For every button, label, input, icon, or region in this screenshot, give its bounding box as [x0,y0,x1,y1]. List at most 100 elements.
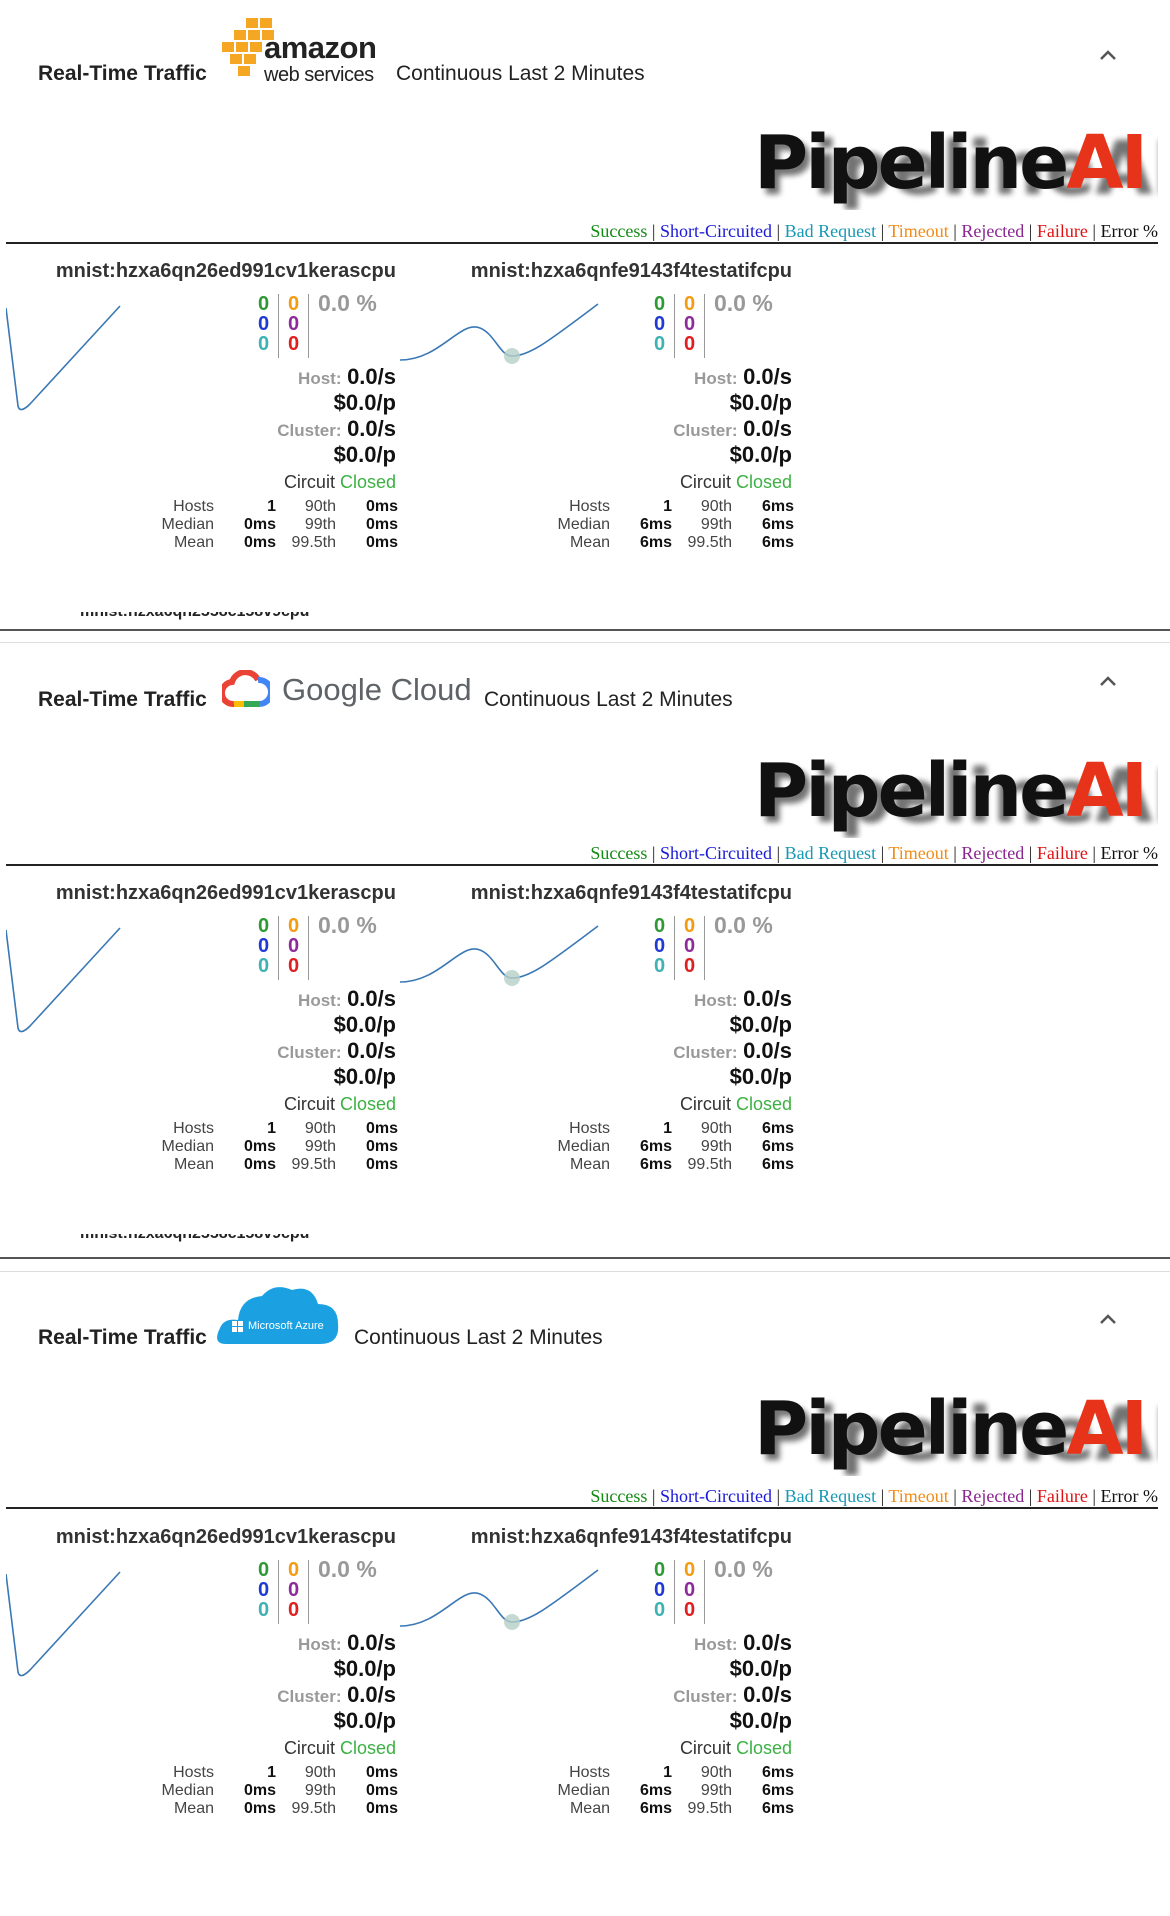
timeout-count: 0 [684,915,696,937]
circuit-status: Circuit Closed [283,1738,396,1758]
legend-timeout: Timeout [888,1486,949,1506]
sparkline-dot [504,348,520,364]
divider [6,242,1158,244]
success-count: 0 [654,1559,666,1581]
collapse-button[interactable] [1094,1308,1122,1330]
circuit-card: mnist:hzxa6qnfe9143f4testatifcpu 0 0 0 0… [400,882,832,1272]
error-percentage: 0.0 % [714,1556,773,1582]
latency-stats: Hosts 1 90th 0ms Median 0ms 99th 0ms Mea… [161,498,398,551]
panel-separator [0,1257,1170,1259]
counts-col-1: 0 0 0 [258,916,269,976]
collapse-button[interactable] [1094,670,1122,692]
circuit-status: Circuit Closed [283,1094,396,1114]
counts-col-1: 0 0 0 [654,294,665,354]
panel-title: Real-Time Traffic [38,1326,207,1349]
legend-rejected: Rejected [961,1486,1025,1506]
counts-col-1: 0 0 0 [654,1560,665,1620]
failure-count: 0 [288,1599,300,1621]
circuit-status: Circuit Closed [679,1738,792,1758]
counts-col-2: 0 0 0 [684,294,695,354]
counts-divider [278,294,279,358]
success-count: 0 [258,293,270,315]
host-price: $0.0/p [333,1012,396,1037]
pipelineai-logo: PipelineAIPipelineAI [744,738,1170,840]
google-cloud-text: Google Cloud [282,672,472,707]
circuit-status: Circuit Closed [679,472,792,492]
aws-logo: amazon web services [216,16,386,86]
svg-text:PipelineAI: PipelineAI [759,1392,1158,1476]
host-rate: Host: 0.0/s [694,364,792,389]
panel-separator-light [0,1271,1170,1272]
counts-divider [674,1560,675,1624]
short-circuited-count: 0 [654,1579,666,1601]
success-count: 0 [654,293,666,315]
circuit-state: Closed [735,472,792,492]
legend-failure: Failure [1036,1486,1088,1506]
bad-request-count: 0 [258,955,270,977]
svg-text:PipelineAI: PipelineAI [754,748,1145,834]
host-price: $0.0/p [333,390,396,415]
panel-title: Real-Time Traffic [38,688,207,711]
panel-separator-light [0,642,1170,643]
circuit-status: Circuit Closed [679,1094,792,1114]
bad-request-count: 0 [654,333,666,355]
svg-text:PipelineAI: PipelineAI [754,1386,1145,1472]
pipelineai-wordmark: PipelineAIPipelineAI [754,120,1170,212]
error-percentage: 0.0 % [714,290,773,316]
panel-separator [0,629,1170,631]
pipelineai-wordmark: PipelineAIPipelineAI [754,1386,1170,1478]
svg-text:PipelineAI: PipelineAI [759,754,1158,838]
sparkline-line [400,303,599,361]
traffic-panel-gcp: Real-Time Traffic Google Cloud Continuou… [0,632,1170,1264]
panel-title: Real-Time Traffic [38,62,207,85]
latency-stats: Hosts 1 90th 6ms Median 6ms 99th 6ms Mea… [557,498,794,551]
failure-count: 0 [684,333,696,355]
legend-short-circuited: Short-Circuited [659,221,772,241]
error-percentage: 0.0 % [318,1556,377,1582]
success-count: 0 [654,915,666,937]
counts-divider [308,1560,309,1624]
circuit-card: mnist:hzxa6qn26ed991cv1kerascpu 0 0 0 0 … [6,260,436,650]
sparkline-chart [400,303,599,364]
cluster-rate: Cluster: 0.0/s [277,1038,396,1063]
legend-rejected: Rejected [961,843,1025,863]
azure-cloud-icon [217,1287,339,1344]
sparkline-chart [6,1571,121,1677]
legend-error-percent: Error % [1100,1486,1158,1506]
timeout-count: 0 [288,293,300,315]
cluster-rate: Cluster: 0.0/s [673,1682,792,1707]
traffic-panel-aws: Real-Time Traffic amazon web services Co… [0,0,1170,632]
pipelineai-logo: PipelineAIPipelineAI [744,110,1170,212]
pipelineai-logo: PipelineAIPipelineAI [744,1376,1170,1478]
circuit-state: Closed [339,1094,396,1114]
sparkline-chart [6,927,121,1033]
collapse-button[interactable] [1094,44,1122,66]
google-cloud-icon [218,669,274,708]
panel-subtitle: Continuous Last 2 Minutes [396,62,645,85]
rejected-count: 0 [288,1579,300,1601]
counts-divider [704,294,705,358]
host-price: $0.0/p [333,1656,396,1681]
legend-bad-request: Bad Request [784,1486,877,1506]
legend-success: Success [590,1486,648,1506]
cluster-price: $0.0/p [729,442,792,467]
success-count: 0 [258,915,270,937]
panel-subtitle: Continuous Last 2 Minutes [484,688,733,711]
bad-request-count: 0 [258,333,270,355]
sparkline-dot [504,970,520,986]
short-circuited-count: 0 [258,313,270,335]
counts-divider [674,916,675,980]
host-rate: Host: 0.0/s [694,1630,792,1655]
cluster-price: $0.0/p [333,442,396,467]
counts-col-2: 0 0 0 [288,1560,299,1620]
counts-col-1: 0 0 0 [654,916,665,976]
cluster-price: $0.0/p [333,1708,396,1733]
rejected-count: 0 [684,1579,696,1601]
svg-text:PipelineAI: PipelineAI [754,120,1145,206]
counts-divider [704,916,705,980]
counts-divider [278,1560,279,1624]
circuit-name: mnist:hzxa6qnfe9143f4testatifcpu [470,260,792,282]
cluster-rate: Cluster: 0.0/s [673,1038,792,1063]
legend-timeout: Timeout [888,221,949,241]
svg-text:PipelineAI: PipelineAI [759,126,1158,210]
